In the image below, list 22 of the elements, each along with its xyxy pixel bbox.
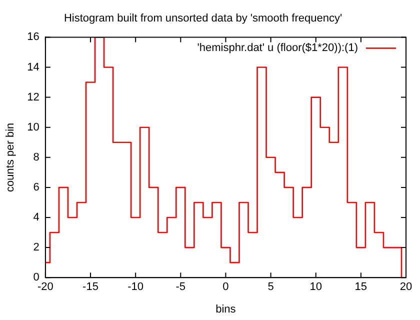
y-tick-label: 0 (33, 272, 40, 284)
x-tick-label: 10 (310, 281, 322, 294)
y-axis-title: counts per bin (4, 122, 17, 192)
x-tick-label: 15 (354, 281, 368, 294)
y-tick-label: 12 (27, 91, 40, 104)
legend-label: 'hemisphr.dat' u (floor($1*20)):(1) (197, 42, 358, 54)
y-tick-label: 4 (33, 212, 40, 224)
x-tick-label: 20 (400, 281, 412, 294)
x-axis-title: bins (216, 303, 236, 316)
x-tick-label: 0 (222, 281, 229, 294)
y-tick-label: 10 (27, 121, 40, 134)
x-tick-label: 5 (268, 281, 274, 294)
y-tick-label: 6 (33, 181, 40, 194)
x-tick-label: -20 (37, 281, 54, 294)
y-tick-label: 2 (33, 242, 40, 254)
y-tick-label: 16 (27, 31, 40, 44)
chart-title: Histogram built from unsorted data by 'smooth frequency' (64, 12, 342, 25)
x-tick-label: -5 (176, 281, 186, 294)
y-tick-label: 8 (33, 151, 40, 164)
y-tick-label: 14 (27, 61, 40, 74)
x-tick-label: -15 (82, 281, 98, 294)
x-tick-label: -10 (128, 281, 144, 294)
